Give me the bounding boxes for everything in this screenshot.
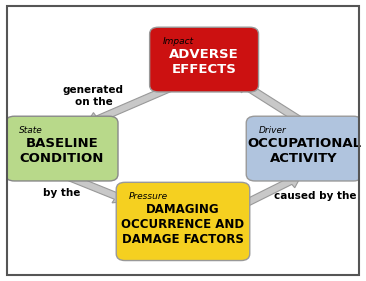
Text: OCCUPATIONAL
ACTIVITY: OCCUPATIONAL ACTIVITY — [247, 137, 361, 165]
Text: BASELINE
CONDITION: BASELINE CONDITION — [20, 137, 104, 165]
Text: Pressure: Pressure — [129, 192, 168, 201]
FancyBboxPatch shape — [116, 182, 250, 260]
FancyBboxPatch shape — [246, 116, 362, 181]
FancyArrow shape — [86, 81, 182, 126]
Text: caused by the: caused by the — [273, 191, 356, 201]
Text: by the: by the — [43, 188, 81, 198]
Text: State: State — [19, 126, 42, 135]
FancyArrow shape — [63, 173, 129, 203]
Text: ADVERSE
EFFECTS: ADVERSE EFFECTS — [169, 48, 239, 76]
Text: Impact: Impact — [163, 37, 194, 46]
FancyBboxPatch shape — [5, 116, 118, 181]
Text: generated
on the: generated on the — [63, 85, 124, 107]
FancyArrow shape — [240, 175, 301, 208]
FancyBboxPatch shape — [150, 27, 258, 92]
Text: DAMAGING
OCCURRENCE AND
DAMAGE FACTORS: DAMAGING OCCURRENCE AND DAMAGE FACTORS — [122, 203, 244, 246]
Text: Driver: Driver — [259, 126, 287, 135]
FancyArrow shape — [237, 80, 304, 124]
